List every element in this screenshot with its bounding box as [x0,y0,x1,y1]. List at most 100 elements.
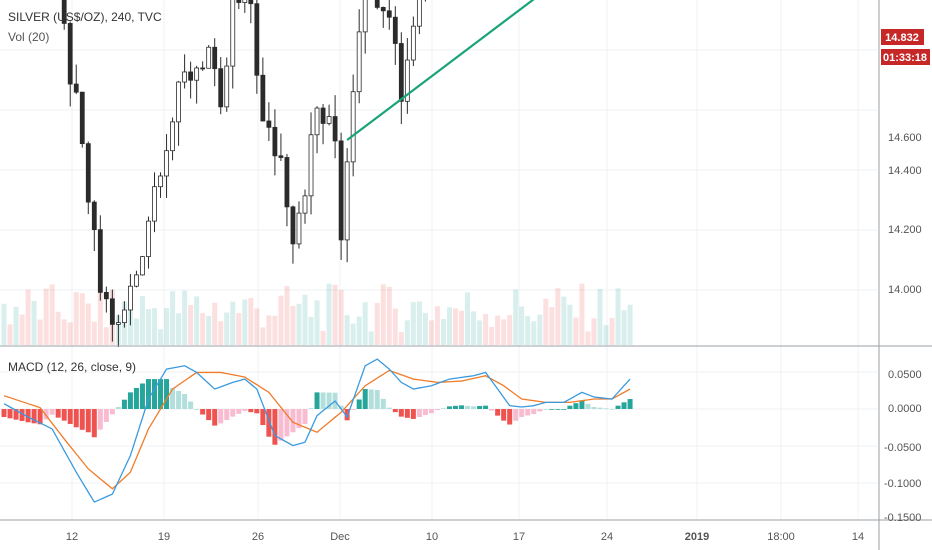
macd-histogram-bar [133,387,139,409]
volume-bar [254,308,260,345]
macd-histogram-bar [308,408,314,409]
volume-bar [531,321,537,345]
macd-histogram-bar [139,383,145,409]
price-tick: 14.600 [888,132,922,144]
candle-body [85,143,91,203]
volume-bar [182,290,188,345]
volume-bar [152,308,157,345]
macd-axis[interactable]: 0.0500 0.0000 -0.0500 -0.1000 -0.1500 [884,369,922,524]
volume-bar [386,287,392,345]
volume-bar [440,318,446,345]
macd-histogram-bar [428,409,434,414]
volume-bar [206,315,212,345]
volume-bar [158,329,164,345]
macd-histogram-bar [356,399,362,409]
macd-histogram-bar [67,409,73,424]
volume-bar [314,300,320,345]
macd-histogram-bar [338,405,344,409]
time-tick: Dec [330,531,350,543]
candle-body [350,91,356,163]
volume-bar [55,311,61,345]
macd-histogram-bar [43,409,49,420]
macd-histogram-bar [182,394,188,409]
volume-bar [236,313,242,345]
macd-histogram-bar [188,401,194,409]
macd-histogram-bar [350,409,356,410]
macd-histogram-bar [483,405,489,409]
macd-histogram-bar [31,409,37,424]
macd-histogram-bar [115,407,121,409]
candle-body [374,0,380,8]
volume-bar [25,289,31,345]
candle-body [386,10,392,18]
macd-histogram-bar [465,405,471,409]
macd-histogram-bar [278,409,284,441]
macd-histogram-bar [434,409,440,411]
volume-bar [200,313,206,345]
volume-bar [525,316,531,345]
macd-histogram-bar [19,409,25,421]
macd-histogram-bar [525,409,531,416]
volume-bar [555,288,561,345]
candle-body [344,161,350,241]
macd-histogram-bar [109,409,115,415]
last-price-badge [881,29,924,45]
macd-histogram-bar [152,379,157,409]
candle-body [134,274,139,287]
macd-histogram-bar [404,409,410,418]
macd-histogram-bar [7,409,13,419]
candle-body [182,71,188,83]
volume-bar [567,304,573,345]
symbol-title[interactable]: SILVER (US$/OZ), 240, TVC [8,10,162,24]
macd-histogram-bar [567,405,573,409]
macd-histogram-bar [164,379,170,409]
candle-body [380,6,386,12]
macd-histogram-bar [103,409,109,422]
volume-bar [507,315,513,345]
macd-legend[interactable]: MACD (12, 26, close, 9) [8,360,136,374]
volume-bar [133,318,139,345]
volume-bar [49,284,55,345]
macd-histogram-bar [200,409,206,415]
volume-legend[interactable]: Vol (20) [8,30,49,44]
macd-histogram-bar [422,409,428,416]
macd-histogram-bar [85,409,91,433]
volume-bar [139,296,145,345]
macd-histogram-bar [212,409,218,426]
volume-bar [7,324,13,345]
volume-bar [392,308,398,345]
candle-body [308,134,314,197]
volume-bar [248,297,254,345]
trendline[interactable] [346,0,792,141]
candle-body [320,107,326,124]
candle-body [416,0,422,27]
price-axis[interactable]: 14.000 14.200 14.400 14.600 [888,132,922,296]
macd-histogram-bar [555,409,561,410]
candle-body [176,81,181,123]
volume-bar [465,292,471,345]
volume-bar [477,320,483,345]
candle-body [404,59,410,102]
macd-histogram-bar [206,409,212,421]
countdown-text: 01:33:18 [883,52,927,64]
macd-histogram-bar [459,405,465,409]
macd-histogram-bar [49,409,55,415]
macd-histogram-bar [194,409,200,410]
volume-bar [85,303,91,345]
macd-histogram-bar [627,399,633,409]
volume-bar [609,317,615,345]
volume-bar [597,289,603,345]
candle-body [122,309,127,324]
macd-histogram-bar [495,409,501,416]
macd-histogram-bar [489,409,495,411]
volume-bar [615,288,621,345]
volume-bar [549,307,555,345]
time-axis[interactable]: 12 19 26 Dec 10 17 24 2019 18:00 14 [66,531,864,543]
macd-histogram-bar [471,406,477,409]
candle-body [200,67,206,70]
volume-bar [362,302,368,345]
macd-tick: 0.0500 [888,369,922,381]
volume-bar [164,308,170,345]
macd-histogram-bar [55,409,61,418]
